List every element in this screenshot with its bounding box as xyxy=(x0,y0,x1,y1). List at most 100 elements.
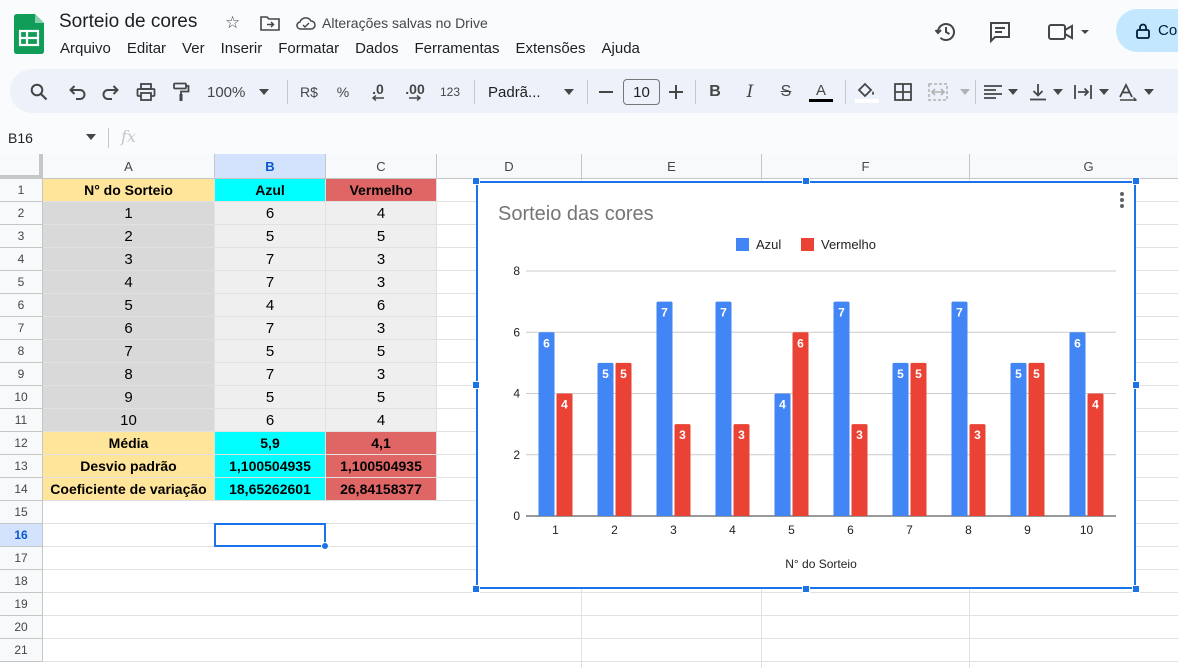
cell-c9[interactable]: 3 xyxy=(326,363,437,386)
search-menus-icon[interactable] xyxy=(28,81,50,103)
cell-c8[interactable]: 5 xyxy=(326,340,437,363)
select-all-corner[interactable] xyxy=(0,154,43,179)
row-header-8[interactable]: 8 xyxy=(0,340,43,363)
cell-c6[interactable]: 6 xyxy=(326,294,437,317)
cell-a8[interactable]: 7 xyxy=(43,340,215,363)
row-header-16[interactable]: 16 xyxy=(0,524,43,547)
row-header-20[interactable]: 20 xyxy=(0,616,43,639)
row-header-5[interactable]: 5 xyxy=(0,271,43,294)
cell-b12[interactable]: 5,9 xyxy=(215,432,326,455)
cell-c4[interactable]: 3 xyxy=(326,248,437,271)
menu-ferramentas[interactable]: Ferramentas xyxy=(414,40,500,57)
zoom-select[interactable]: 100% xyxy=(207,81,277,103)
currency-format-button[interactable]: R$ xyxy=(300,84,318,100)
undo-icon[interactable] xyxy=(66,81,88,103)
row-header-17[interactable]: 17 xyxy=(0,547,43,570)
cell-b7[interactable]: 7 xyxy=(215,317,326,340)
chart-resize-handle[interactable] xyxy=(472,585,480,593)
menu-arquivo[interactable]: Arquivo xyxy=(60,40,111,57)
menu-inserir[interactable]: Inserir xyxy=(220,40,263,57)
cell-c11[interactable]: 4 xyxy=(326,409,437,432)
font-size-input[interactable]: 10 xyxy=(623,79,660,105)
cell-b10[interactable]: 5 xyxy=(215,386,326,409)
cell-a1[interactable]: N° do Sorteio xyxy=(43,179,215,202)
column-header-f[interactable]: F xyxy=(762,154,970,179)
bold-icon[interactable]: B xyxy=(709,83,721,100)
row-header-19[interactable]: 19 xyxy=(0,593,43,616)
menu-formatar[interactable]: Formatar xyxy=(278,40,340,57)
comments-icon[interactable] xyxy=(986,18,1014,46)
cell-b11[interactable]: 6 xyxy=(215,409,326,432)
column-header-g[interactable]: G xyxy=(970,154,1178,179)
cell-c12[interactable]: 4,1 xyxy=(326,432,437,455)
merge-cells-icon[interactable] xyxy=(928,81,970,103)
text-wrapping-icon[interactable] xyxy=(1073,81,1109,103)
document-title[interactable]: Sorteio de cores xyxy=(59,11,198,32)
cell-c1[interactable]: Vermelho xyxy=(326,179,437,202)
cell-b2[interactable]: 6 xyxy=(215,202,326,225)
cell-b4[interactable]: 7 xyxy=(215,248,326,271)
cell-a2[interactable]: 1 xyxy=(43,202,215,225)
menu-extensoes[interactable]: Extensões xyxy=(515,40,586,57)
cell-b9[interactable]: 7 xyxy=(215,363,326,386)
cell-b14[interactable]: 18,65262601 xyxy=(215,478,326,501)
cell-c7[interactable]: 3 xyxy=(326,317,437,340)
increase-font-size-icon[interactable] xyxy=(667,81,685,103)
saved-status[interactable]: Alterações salvas no Drive xyxy=(296,15,488,31)
menu-ver[interactable]: Ver xyxy=(182,40,205,57)
cell-a9[interactable]: 8 xyxy=(43,363,215,386)
row-header-14[interactable]: 14 xyxy=(0,478,43,501)
cell-c13[interactable]: 1,100504935 xyxy=(326,455,437,478)
column-header-b[interactable]: B xyxy=(215,154,326,179)
chart-resize-handle[interactable] xyxy=(802,585,810,593)
move-folder-icon[interactable] xyxy=(260,15,280,31)
row-header-10[interactable]: 10 xyxy=(0,386,43,409)
chart-resize-handle[interactable] xyxy=(1132,177,1140,185)
cell-a11[interactable]: 10 xyxy=(43,409,215,432)
row-header-13[interactable]: 13 xyxy=(0,455,43,478)
borders-icon[interactable] xyxy=(892,81,914,103)
star-icon[interactable]: ☆ xyxy=(225,13,241,32)
font-select[interactable]: Padrã... xyxy=(488,81,574,103)
chart-resize-handle[interactable] xyxy=(1132,381,1140,389)
chart-resize-handle[interactable] xyxy=(802,177,810,185)
horizontal-align-icon[interactable] xyxy=(984,81,1018,103)
cell-a7[interactable]: 6 xyxy=(43,317,215,340)
column-header-d[interactable]: D xyxy=(437,154,582,179)
cell-a6[interactable]: 5 xyxy=(43,294,215,317)
row-header-9[interactable]: 9 xyxy=(0,363,43,386)
cell-c3[interactable]: 5 xyxy=(326,225,437,248)
text-rotation-icon[interactable] xyxy=(1118,81,1154,103)
decrease-font-size-icon[interactable] xyxy=(597,81,615,103)
cell-b1[interactable]: Azul xyxy=(215,179,326,202)
redo-icon[interactable] xyxy=(100,81,122,103)
cell-a3[interactable]: 2 xyxy=(43,225,215,248)
cell-b6[interactable]: 4 xyxy=(215,294,326,317)
cell-c10[interactable]: 5 xyxy=(326,386,437,409)
cell-c5[interactable]: 3 xyxy=(326,271,437,294)
chevron-down-icon[interactable] xyxy=(86,134,96,140)
row-header-7[interactable]: 7 xyxy=(0,317,43,340)
cell-a5[interactable]: 4 xyxy=(43,271,215,294)
row-header-12[interactable]: 12 xyxy=(0,432,43,455)
cell-a4[interactable]: 3 xyxy=(43,248,215,271)
percent-format-button[interactable]: % xyxy=(336,84,350,100)
column-header-e[interactable]: E xyxy=(582,154,762,179)
sheets-logo[interactable] xyxy=(14,14,44,54)
menu-editar[interactable]: Editar xyxy=(126,40,167,57)
row-header-18[interactable]: 18 xyxy=(0,570,43,593)
increase-decimal-button[interactable]: .00 xyxy=(402,81,428,103)
cell-a12[interactable]: Média xyxy=(43,432,215,455)
fill-color-icon[interactable] xyxy=(855,81,879,103)
menu-ajuda[interactable]: Ajuda xyxy=(601,40,640,57)
row-header-2[interactable]: 2 xyxy=(0,202,43,225)
meet-icon[interactable] xyxy=(1046,18,1092,46)
history-icon[interactable] xyxy=(932,18,960,46)
print-icon[interactable] xyxy=(135,81,157,103)
chart-resize-handle[interactable] xyxy=(472,381,480,389)
cell-c14[interactable]: 26,84158377 xyxy=(326,478,437,501)
vertical-align-icon[interactable] xyxy=(1029,81,1063,103)
row-header-21[interactable]: 21 xyxy=(0,639,43,662)
menu-dados[interactable]: Dados xyxy=(355,40,399,57)
cell-a10[interactable]: 9 xyxy=(43,386,215,409)
